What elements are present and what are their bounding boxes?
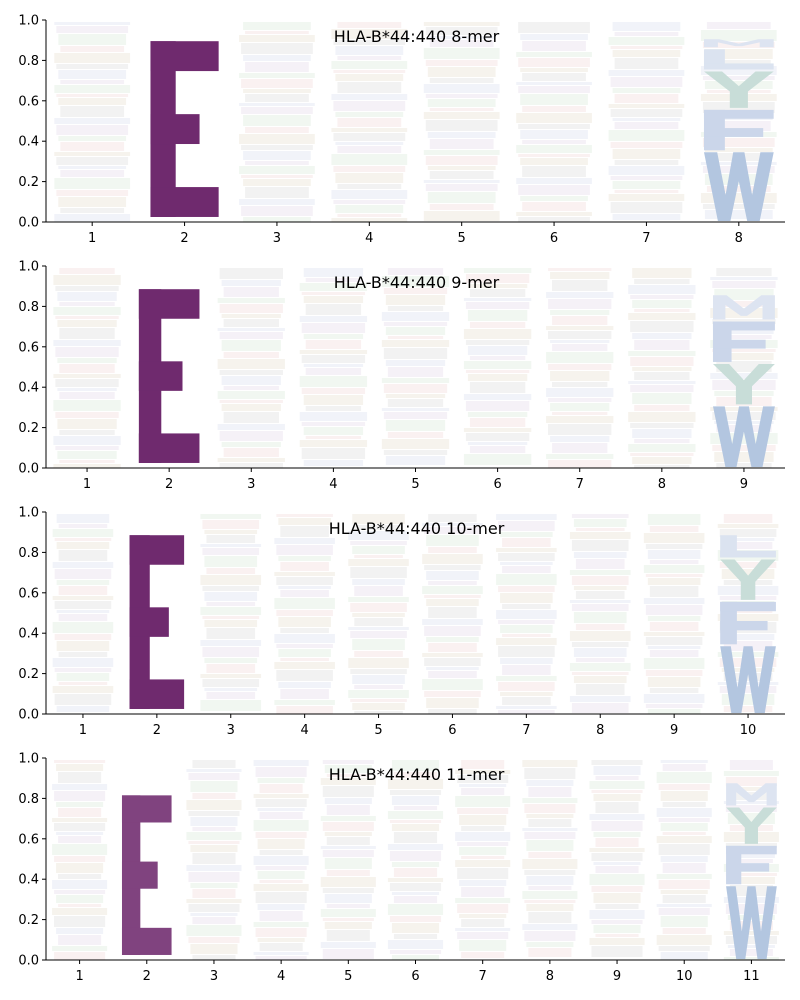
letter-L-pos-10: [720, 535, 776, 558]
x-tick-label: 8: [596, 723, 604, 738]
y-tick-label: 0.8: [18, 300, 39, 315]
background-noise: [54, 22, 777, 222]
x-tick-label: 2: [143, 969, 151, 984]
x-tick-label: 2: [165, 477, 173, 492]
x-tick-label: 11: [743, 969, 760, 984]
y-tick-label: 0.2: [18, 175, 39, 190]
x-tick-label: 9: [740, 477, 748, 492]
y-tick-label: 0.4: [18, 135, 39, 150]
x-tick-label: 1: [79, 723, 87, 738]
x-tick-label: 3: [210, 969, 218, 984]
letter-E-pos-2: [150, 41, 219, 217]
letter-F-pos-8: [703, 109, 774, 151]
letter-W-pos-9: [713, 406, 775, 467]
x-tick-label: 8: [735, 231, 743, 246]
y-tick-label: 0.4: [18, 381, 39, 396]
x-tick-label: 6: [493, 477, 501, 492]
logo-panel-4: 0.0 0.2 0.4 0.6 0.8 1.0 1 2 3 4 5 6 7 8 9 10 11 HLA-B*44:…: [18, 752, 785, 984]
letter-L-pos-8: [703, 49, 774, 70]
letter-W-pos-8: [704, 152, 774, 221]
x-tick-label: 1: [75, 969, 83, 984]
x-tick-label: 6: [448, 723, 456, 738]
x-tick-label: 4: [329, 477, 337, 492]
chart-title: HLA-B*44:440 10-mer: [329, 519, 505, 538]
letter-Y-pos-10: [720, 559, 776, 600]
x-tick-label: 4: [301, 723, 309, 738]
letter-M-pos-9: [713, 295, 775, 320]
y-tick-label: 0.2: [18, 667, 39, 682]
x-tick-label: 9: [613, 969, 621, 984]
letter-W-pos-10: [720, 646, 776, 713]
chart-title: HLA-B*44:440 11-mer: [329, 765, 505, 784]
y-tick-label: 0.2: [18, 421, 39, 436]
y-tick-label: 1.0: [18, 752, 39, 767]
y-tick-label: 0.6: [18, 340, 39, 355]
background-noise: [52, 760, 779, 960]
x-tick-label: 6: [411, 969, 419, 984]
y-tick-label: 1.0: [18, 14, 39, 29]
x-tick-label: 7: [522, 723, 530, 738]
letter-M-pos-8: [704, 39, 774, 48]
letter-W-pos-11: [726, 886, 777, 959]
letter-F-pos-9: [712, 321, 775, 362]
x-tick-label: 7: [479, 969, 487, 984]
letter-E-pos-2: [121, 795, 172, 955]
x-tick-label: 10: [740, 723, 757, 738]
chart-title: HLA-B*44:440 9-mer: [334, 273, 500, 292]
y-tick-label: 1.0: [18, 506, 39, 521]
x-tick-label: 3: [227, 723, 235, 738]
y-tick-label: 0.8: [18, 54, 39, 69]
x-tick-label: 8: [658, 477, 666, 492]
y-tick-label: 1.0: [18, 260, 39, 275]
y-tick-label: 0.8: [18, 792, 39, 807]
chart-title: HLA-B*44:440 8-mer: [334, 27, 500, 46]
letter-E-pos-2: [129, 535, 185, 709]
x-tick-label: 5: [374, 723, 382, 738]
x-tick-label: 5: [411, 477, 419, 492]
x-tick-label: 7: [642, 231, 650, 246]
letter-F-pos-11: [726, 845, 777, 885]
letter-Y-pos-11: [726, 807, 777, 844]
letter-Y-pos-8: [704, 71, 774, 108]
x-tick-label: 10: [676, 969, 693, 984]
letter-F-pos-10: [720, 601, 776, 645]
logo-panel-3: 0.0 0.2 0.4 0.6 0.8 1.0 1 2 3 4 5 6 7 8 9 10 HLA-B*44:44…: [18, 506, 785, 738]
x-tick-label: 1: [83, 477, 91, 492]
x-tick-label: 4: [277, 969, 285, 984]
logo-panel-1: 0.0 0.2 0.4 0.6 0.8 1.0 1 2 3 4 5 6 7 8 HLA-B*44:440 8…: [18, 14, 785, 246]
y-tick-label: 0.0: [18, 708, 39, 723]
y-tick-label: 0.6: [18, 586, 39, 601]
x-tick-label: 7: [576, 477, 584, 492]
y-tick-label: 0.0: [18, 954, 39, 969]
background-noise: [52, 514, 779, 714]
x-tick-label: 6: [550, 231, 558, 246]
x-tick-label: 4: [365, 231, 373, 246]
x-tick-label: 2: [153, 723, 161, 738]
y-tick-label: 0.8: [18, 546, 39, 561]
x-tick-label: 3: [247, 477, 255, 492]
y-tick-label: 0.6: [18, 94, 39, 109]
letter-E-pos-2: [138, 289, 200, 463]
y-tick-label: 0.0: [18, 216, 39, 231]
x-tick-label: 8: [546, 969, 554, 984]
y-tick-label: 0.6: [18, 832, 39, 847]
logo-panel-2: 0.0 0.2 0.4 0.6 0.8 1.0 1 2 3 4 5 6 7 8 9 HLA-B*44:440 …: [18, 260, 785, 492]
x-tick-label: 3: [273, 231, 281, 246]
x-tick-label: 9: [670, 723, 678, 738]
y-tick-label: 0.0: [18, 462, 39, 477]
x-tick-label: 2: [180, 231, 188, 246]
x-tick-label: 5: [344, 969, 352, 984]
letter-M-pos-11: [726, 783, 777, 806]
letter-Y-pos-9: [713, 364, 775, 405]
y-tick-label: 0.2: [18, 913, 39, 928]
y-tick-label: 0.4: [18, 873, 39, 888]
x-tick-label: 5: [458, 231, 466, 246]
y-tick-label: 0.4: [18, 627, 39, 642]
x-tick-label: 1: [88, 231, 96, 246]
